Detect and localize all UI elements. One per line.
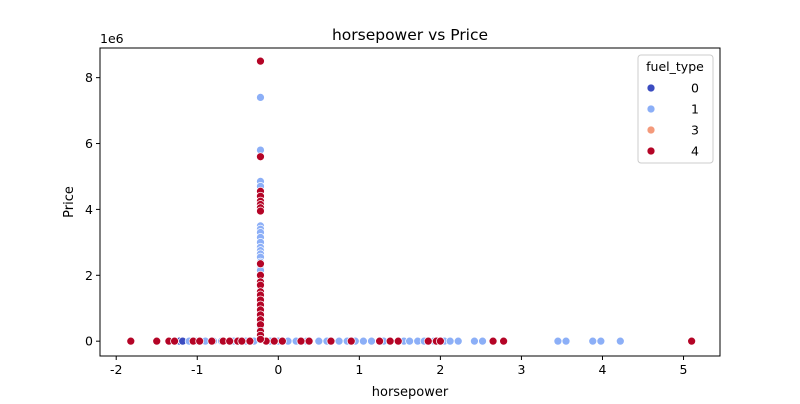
legend-title: fuel_type bbox=[646, 59, 704, 74]
scatter-point-fuel-type-4 bbox=[195, 336, 205, 346]
scatter-point-fuel-type-1 bbox=[314, 336, 324, 346]
scatter-point-fuel-type-4 bbox=[256, 56, 265, 66]
x-tick-label: -2 bbox=[110, 362, 122, 377]
legend-marker-4 bbox=[646, 146, 656, 156]
legend-label-0: 0 bbox=[691, 81, 699, 96]
scatter-point-fuel-type-1 bbox=[588, 336, 598, 346]
scatter-point-fuel-type-4 bbox=[170, 336, 179, 346]
scatter-point-fuel-type-1 bbox=[561, 336, 571, 346]
y-tick-label: 6 bbox=[85, 136, 93, 151]
scatter-point-fuel-type-1 bbox=[615, 336, 625, 346]
scatter-point-fuel-type-4 bbox=[256, 152, 265, 162]
scatter-point-fuel-type-1 bbox=[478, 336, 487, 346]
scatter-point-fuel-type-4 bbox=[385, 336, 395, 346]
x-tick-label: 3 bbox=[517, 362, 525, 377]
legend-box bbox=[637, 54, 714, 164]
scatter-point-fuel-type-1 bbox=[256, 93, 265, 102]
x-axis-label: horsepower bbox=[372, 385, 449, 400]
plot-background bbox=[100, 48, 720, 356]
scatter-point-fuel-type-4 bbox=[375, 336, 384, 346]
chart-title: horsepower vs Price bbox=[332, 26, 488, 44]
legend-marker-3 bbox=[646, 125, 656, 135]
scatter-point-fuel-type-4 bbox=[277, 336, 287, 346]
scatter-point-fuel-type-1 bbox=[367, 336, 376, 346]
y-tick-label: 8 bbox=[85, 70, 93, 85]
plot-frame bbox=[99, 47, 721, 357]
scatter-point-fuel-type-1 bbox=[445, 336, 455, 346]
scatter-point-fuel-type-1 bbox=[359, 336, 368, 346]
legend-items: 0 1 3 4 bbox=[646, 81, 699, 159]
y-axis-label: Price bbox=[62, 186, 77, 218]
scatter-point-fuel-type-4 bbox=[423, 336, 433, 346]
scatter-point-fuel-type-4 bbox=[687, 336, 697, 346]
legend-marker-0 bbox=[646, 83, 656, 93]
scatter-point-fuel-type-1 bbox=[596, 336, 606, 346]
y-tick-label: 2 bbox=[85, 268, 93, 283]
scatter-point-fuel-type-4 bbox=[245, 336, 255, 346]
scatter-point-fuel-type-4 bbox=[256, 259, 265, 269]
scatter-point-fuel-type-4 bbox=[225, 336, 235, 346]
scatter-point-fuel-type-1 bbox=[553, 336, 563, 346]
y-offset-label: 1e6 bbox=[100, 31, 124, 46]
scatter-point-fuel-type-4 bbox=[269, 336, 279, 346]
scatter-point-fuel-type-4 bbox=[256, 334, 265, 344]
scatter-point-fuel-type-4 bbox=[152, 336, 162, 346]
x-tick-label: 4 bbox=[599, 362, 607, 377]
legend-marker-1 bbox=[646, 104, 656, 114]
scatter-point-fuel-type-4 bbox=[393, 336, 403, 346]
x-tick-label: 2 bbox=[436, 362, 444, 377]
points-layer bbox=[126, 56, 697, 346]
scatter-point-fuel-type-4 bbox=[346, 336, 356, 346]
y-tick-label: 0 bbox=[85, 334, 93, 349]
scatter-point-fuel-type-4 bbox=[296, 336, 306, 346]
x-tick-label: 5 bbox=[680, 362, 688, 377]
scatter-point-fuel-type-1 bbox=[334, 336, 344, 346]
x-axis: -2 -1 0 1 2 3 4 5 bbox=[110, 356, 688, 377]
y-tick-label: 4 bbox=[85, 202, 93, 217]
x-tick-label: 1 bbox=[355, 362, 363, 377]
scatter-point-fuel-type-4 bbox=[436, 336, 445, 346]
x-tick-label: -1 bbox=[191, 362, 203, 377]
scatter-point-fuel-type-4 bbox=[499, 336, 508, 346]
legend-label-4: 4 bbox=[691, 144, 699, 159]
scatter-point-fuel-type-1 bbox=[405, 336, 414, 346]
x-tick-label: 0 bbox=[274, 362, 282, 377]
legend-label-3: 3 bbox=[691, 123, 699, 138]
scatter-point-fuel-type-4 bbox=[488, 336, 498, 346]
scatter-point-fuel-type-4 bbox=[237, 336, 247, 346]
y-axis: 0 2 4 6 8 bbox=[85, 70, 100, 349]
scatter-point-fuel-type-4 bbox=[326, 336, 336, 346]
legend: fuel_type 0 1 3 4 bbox=[637, 54, 714, 164]
scatter-point-fuel-type-4 bbox=[207, 336, 217, 346]
scatter-point-fuel-type-4 bbox=[126, 336, 136, 346]
scatter-point-fuel-type-4 bbox=[304, 336, 314, 346]
scatter-point-fuel-type-1 bbox=[453, 336, 463, 346]
scatter-point-fuel-type-1 bbox=[470, 336, 479, 346]
scatter-point-fuel-type-4 bbox=[256, 206, 265, 216]
legend-label-1: 1 bbox=[691, 102, 699, 117]
